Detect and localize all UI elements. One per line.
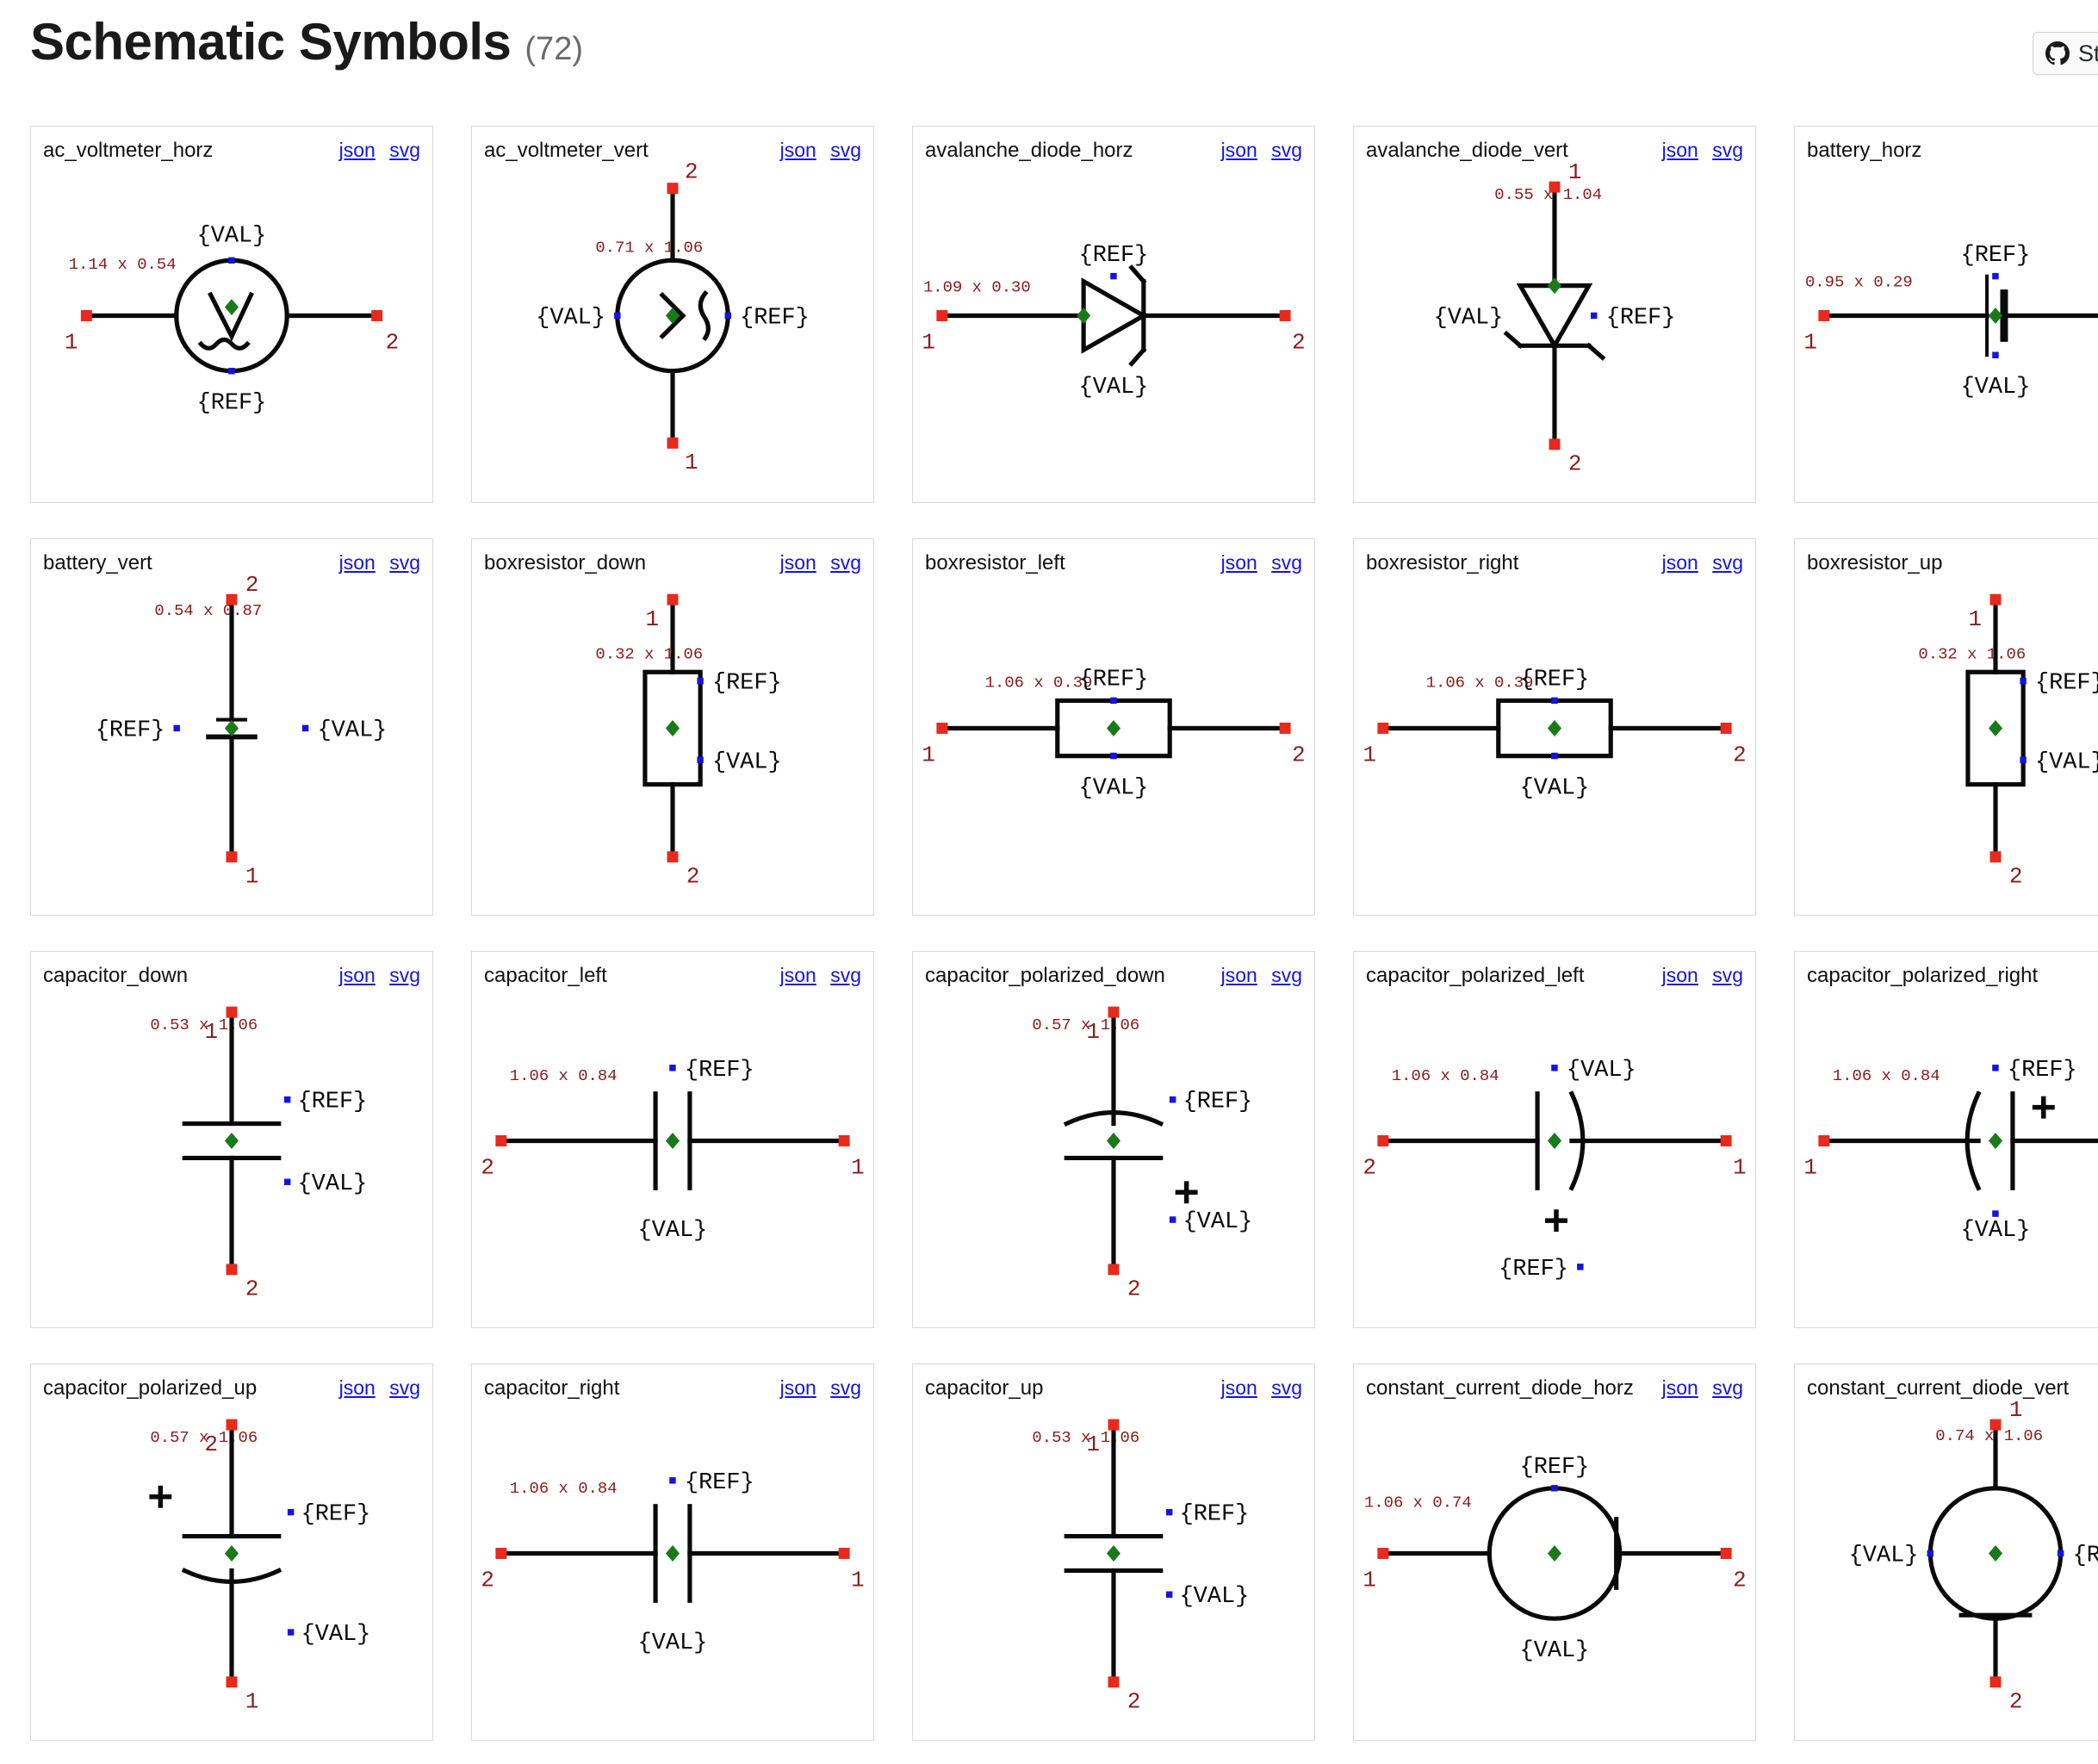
svg-text:2: 2 bbox=[386, 329, 400, 355]
svg-text:1: 1 bbox=[1087, 1432, 1101, 1457]
svg-text:{VAL}: {VAL} bbox=[1961, 375, 2031, 401]
svg-text:{REF}: {REF} bbox=[1961, 243, 2031, 269]
svg-text:1: 1 bbox=[245, 1689, 259, 1715]
svg-text:{VAL}: {VAL} bbox=[1849, 1543, 1919, 1568]
svg-text:1.09 x 0.30: 1.09 x 0.30 bbox=[923, 278, 1031, 297]
svg-text:2: 2 bbox=[1292, 742, 1306, 767]
svg-text:1: 1 bbox=[1803, 1154, 1817, 1180]
svg-text:2: 2 bbox=[1127, 1276, 1141, 1302]
svg-text:2: 2 bbox=[1127, 1689, 1141, 1715]
svg-text:1: 1 bbox=[1803, 329, 1817, 355]
svg-text:{VAL}: {VAL} bbox=[1180, 1584, 1250, 1610]
svg-text:1.06 x 0.84: 1.06 x 0.84 bbox=[1833, 1066, 1940, 1085]
svg-text:2: 2 bbox=[1733, 1567, 1747, 1593]
svg-text:{VAL}: {VAL} bbox=[1961, 1218, 2031, 1244]
svg-text:1: 1 bbox=[685, 450, 698, 475]
svg-text:{VAL}: {VAL} bbox=[638, 1218, 708, 1244]
svg-text:{REF}: {REF} bbox=[96, 717, 165, 743]
svg-text:1: 1 bbox=[851, 1154, 865, 1180]
svg-text:{REF}: {REF} bbox=[2073, 1543, 2098, 1568]
svg-text:{REF}: {REF} bbox=[1180, 1502, 1250, 1528]
svg-text:2: 2 bbox=[481, 1567, 494, 1593]
svg-text:{VAL}: {VAL} bbox=[638, 1630, 708, 1656]
svg-text:2: 2 bbox=[481, 1154, 494, 1180]
svg-text:1: 1 bbox=[1733, 1154, 1747, 1180]
svg-text:{VAL}: {VAL} bbox=[1079, 375, 1149, 401]
svg-text:{REF}: {REF} bbox=[1079, 668, 1149, 693]
svg-text:1: 1 bbox=[1969, 606, 1983, 632]
svg-text:{VAL}: {VAL} bbox=[1434, 305, 1504, 331]
svg-text:{REF}: {REF} bbox=[685, 1058, 754, 1084]
svg-text:{REF}: {REF} bbox=[1520, 668, 1590, 693]
svg-text:{VAL}: {VAL} bbox=[2035, 749, 2098, 775]
svg-text:{VAL}: {VAL} bbox=[536, 305, 605, 331]
svg-text:{VAL}: {VAL} bbox=[712, 749, 782, 775]
svg-text:2: 2 bbox=[686, 864, 700, 890]
svg-text:{VAL}: {VAL} bbox=[1567, 1058, 1636, 1084]
svg-text:1.14 x 0.54: 1.14 x 0.54 bbox=[69, 255, 177, 274]
svg-text:2: 2 bbox=[1362, 1154, 1376, 1180]
svg-text:{REF}: {REF} bbox=[2035, 671, 2098, 697]
svg-text:1.06 x 0.84: 1.06 x 0.84 bbox=[1392, 1066, 1499, 1085]
svg-text:0.32 x 1.06: 0.32 x 1.06 bbox=[1918, 644, 2026, 663]
svg-text:1: 1 bbox=[851, 1567, 865, 1593]
svg-text:{REF}: {REF} bbox=[1079, 243, 1149, 269]
svg-text:1.06 x 0.74: 1.06 x 0.74 bbox=[1364, 1494, 1472, 1512]
svg-text:0.55 x 1.04: 0.55 x 1.04 bbox=[1494, 185, 1602, 204]
svg-text:0.71 x 1.06: 0.71 x 1.06 bbox=[595, 238, 703, 257]
svg-text:2: 2 bbox=[245, 572, 259, 598]
svg-text:1.06 x 0.84: 1.06 x 0.84 bbox=[510, 1479, 618, 1498]
svg-text:0.32 x 1.06: 0.32 x 1.06 bbox=[595, 644, 703, 663]
svg-text:1: 1 bbox=[922, 742, 935, 767]
svg-text:{REF}: {REF} bbox=[1520, 1455, 1590, 1481]
svg-text:2: 2 bbox=[2009, 1689, 2023, 1715]
svg-text:1: 1 bbox=[1568, 159, 1582, 185]
svg-text:{REF}: {REF} bbox=[301, 1502, 371, 1528]
svg-text:1: 1 bbox=[1362, 742, 1376, 767]
svg-text:{REF}: {REF} bbox=[1183, 1090, 1253, 1115]
svg-text:{VAL}: {VAL} bbox=[1079, 775, 1149, 801]
svg-text:{VAL}: {VAL} bbox=[298, 1171, 368, 1197]
svg-text:{REF}: {REF} bbox=[712, 671, 782, 697]
svg-text:2: 2 bbox=[205, 1432, 219, 1457]
svg-text:1: 1 bbox=[205, 1019, 219, 1045]
svg-text:1: 1 bbox=[922, 329, 935, 355]
svg-text:1: 1 bbox=[646, 606, 660, 632]
svg-text:2: 2 bbox=[1292, 329, 1306, 355]
svg-text:0.74 x 1.06: 0.74 x 1.06 bbox=[1935, 1426, 2043, 1445]
svg-text:{VAL}: {VAL} bbox=[1520, 1638, 1590, 1664]
svg-text:1: 1 bbox=[2009, 1397, 2023, 1423]
svg-text:1: 1 bbox=[1362, 1567, 1376, 1593]
svg-text:{REF}: {REF} bbox=[197, 391, 267, 417]
svg-text:{VAL}: {VAL} bbox=[1183, 1209, 1253, 1235]
svg-text:1.06 x 0.84: 1.06 x 0.84 bbox=[510, 1066, 618, 1085]
svg-text:{REF}: {REF} bbox=[685, 1470, 754, 1496]
svg-text:1: 1 bbox=[1087, 1019, 1101, 1045]
svg-text:0.54 x 0.87: 0.54 x 0.87 bbox=[154, 601, 262, 620]
svg-text:2: 2 bbox=[685, 159, 698, 185]
svg-text:{REF}: {REF} bbox=[298, 1090, 368, 1115]
svg-text:{REF}: {REF} bbox=[2008, 1058, 2077, 1084]
svg-text:2: 2 bbox=[1733, 742, 1747, 767]
svg-text:1.06 x 0.39: 1.06 x 0.39 bbox=[985, 673, 1093, 692]
svg-text:{REF}: {REF} bbox=[1606, 305, 1676, 331]
svg-text:{REF}: {REF} bbox=[1499, 1257, 1568, 1283]
svg-text:{VAL}: {VAL} bbox=[318, 717, 388, 743]
svg-text:{VAL}: {VAL} bbox=[1520, 775, 1590, 801]
svg-text:2: 2 bbox=[245, 1276, 259, 1302]
svg-text:2: 2 bbox=[2009, 864, 2023, 890]
svg-text:{REF}: {REF} bbox=[740, 305, 810, 331]
svg-text:1: 1 bbox=[245, 864, 259, 890]
svg-text:{VAL}: {VAL} bbox=[197, 223, 267, 249]
svg-text:{VAL}: {VAL} bbox=[301, 1622, 371, 1648]
svg-text:1: 1 bbox=[65, 329, 78, 355]
svg-text:1.06 x 0.39: 1.06 x 0.39 bbox=[1426, 673, 1534, 692]
svg-text:2: 2 bbox=[1568, 451, 1582, 477]
svg-text:0.95 x 0.29: 0.95 x 0.29 bbox=[1805, 273, 1913, 292]
